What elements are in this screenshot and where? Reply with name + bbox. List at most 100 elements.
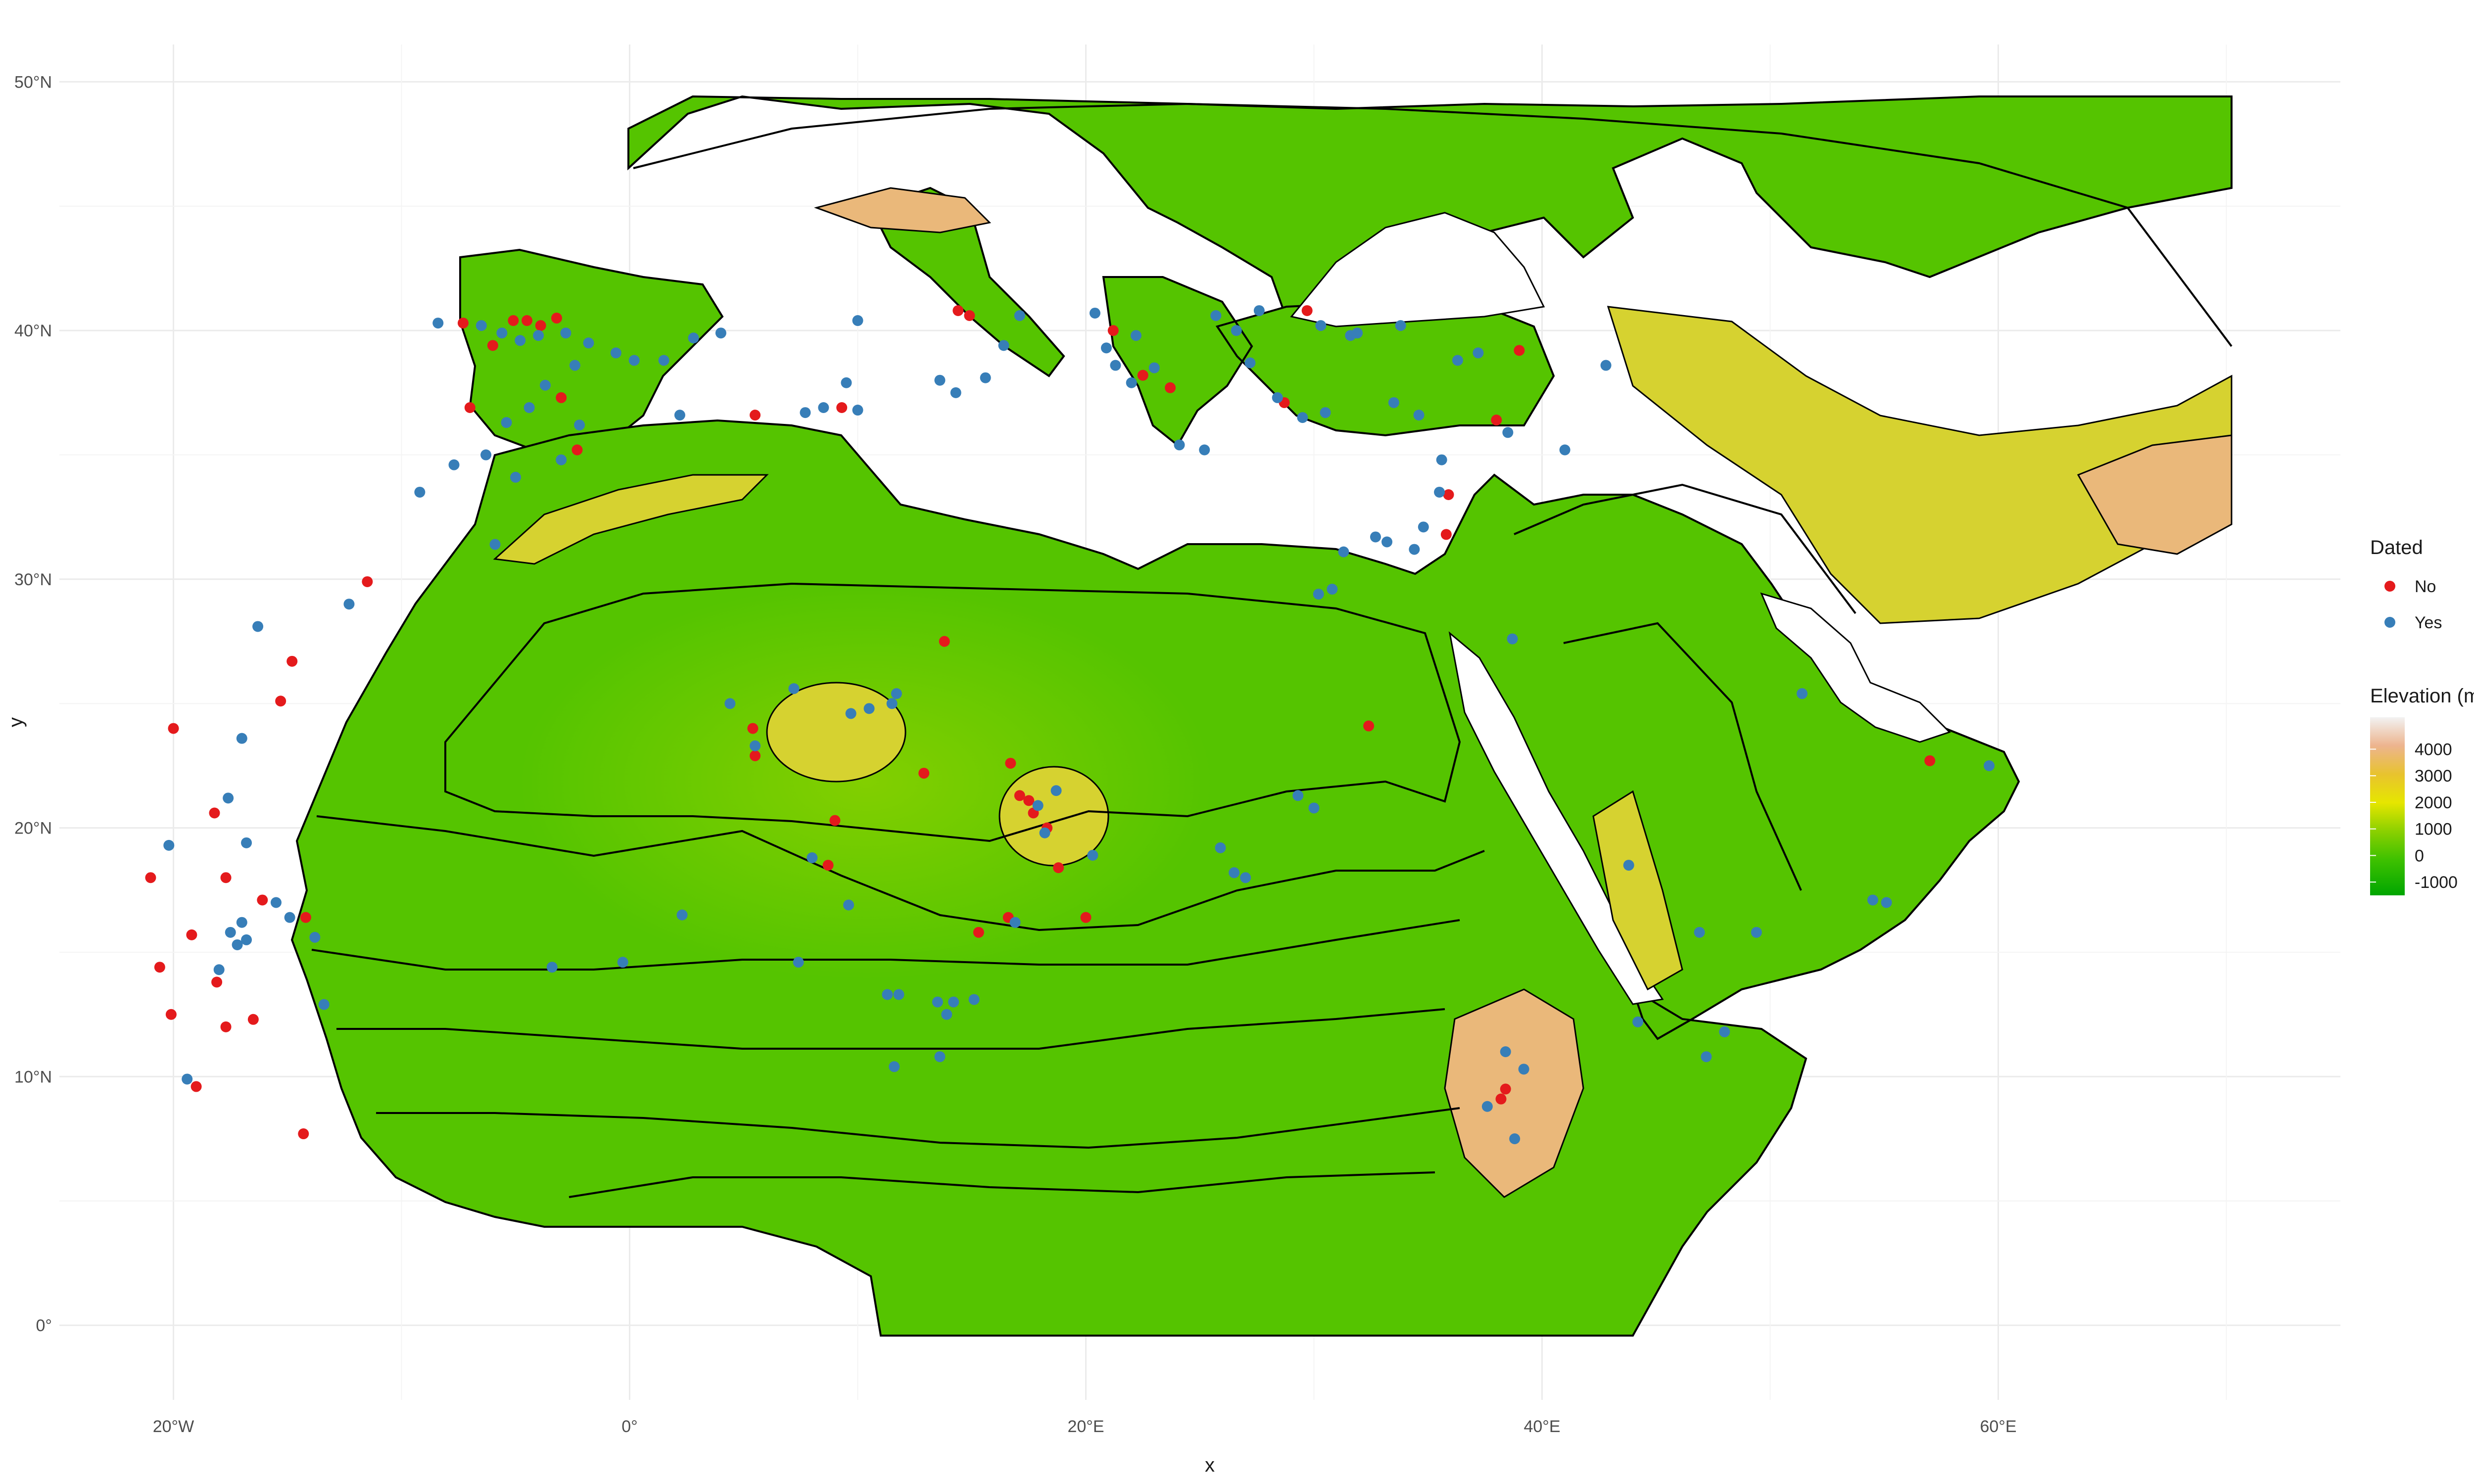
sea-red-sea: [1448, 631, 1664, 1005]
point-yes-27: [841, 377, 852, 388]
highland-atlas: [493, 474, 769, 565]
legend-dated-no-swatch: [2384, 581, 2395, 592]
point-yes-51: [1434, 486, 1445, 498]
point-yes-116: [845, 708, 856, 719]
point-yes-115: [843, 899, 855, 911]
point-yes-104: [163, 839, 175, 851]
point-yes-127: [1395, 320, 1406, 331]
point-yes-69: [1719, 1026, 1730, 1037]
point-no-27: [168, 723, 179, 734]
point-no-41: [939, 636, 950, 647]
point-yes-13: [539, 379, 551, 391]
point-yes-55: [1338, 546, 1349, 557]
point-yes-117: [886, 698, 898, 709]
point-yes-56: [1313, 589, 1324, 600]
point-no-38: [247, 1014, 259, 1025]
point-yes-118: [863, 703, 875, 714]
point-yes-67: [1694, 927, 1705, 938]
point-yes-34: [1089, 307, 1100, 319]
point-yes-71: [1701, 1051, 1712, 1063]
point-yes-122: [788, 683, 800, 695]
point-yes-10: [688, 332, 699, 344]
point-no-57: [1495, 1093, 1507, 1105]
point-yes-64: [1984, 760, 1995, 771]
point-yes-114: [807, 852, 818, 863]
point-no-56: [1500, 1083, 1511, 1095]
sea-persian-gulf: [1760, 592, 1951, 743]
point-yes-21: [556, 454, 567, 465]
point-yes-52: [1418, 521, 1429, 533]
point-no-51: [973, 927, 984, 938]
point-yes-100: [270, 897, 282, 908]
highland-alps: [814, 187, 992, 233]
point-yes-2: [496, 327, 508, 339]
y-tick-label-3: 30°N: [14, 570, 52, 589]
point-no-30: [145, 872, 156, 883]
point-no-5: [551, 313, 562, 324]
point-no-26: [275, 696, 286, 707]
point-yes-46: [1315, 320, 1327, 331]
point-no-21: [1440, 529, 1452, 540]
point-yes-38: [1130, 330, 1142, 341]
point-yes-48: [1388, 397, 1399, 408]
point-yes-5: [560, 327, 571, 339]
sea-black-sea: [1290, 212, 1545, 327]
point-yes-3: [515, 335, 526, 346]
point-yes-61: [1502, 427, 1514, 438]
point-no-54: [750, 750, 761, 761]
point-no-0: [457, 318, 469, 329]
point-yes-35: [1100, 342, 1112, 354]
point-yes-102: [309, 931, 321, 943]
x-tick-label-3: 40°E: [1523, 1417, 1560, 1436]
point-yes-63: [1797, 688, 1808, 699]
point-yes-99: [236, 917, 247, 928]
point-yes-81: [1050, 785, 1062, 796]
elevation-colorbar: [2370, 717, 2405, 895]
point-yes-105: [241, 837, 252, 848]
point-yes-14: [523, 402, 535, 414]
point-no-18: [1491, 415, 1502, 426]
point-yes-40: [1174, 439, 1185, 451]
point-yes-33: [1014, 310, 1025, 321]
elevation-tick-labels: 4000 3000 2000 1000 0 -1000: [2370, 740, 2458, 892]
point-no-49: [1080, 912, 1092, 923]
point-yes-95: [213, 964, 225, 975]
point-yes-90: [968, 994, 980, 1005]
point-yes-93: [934, 1051, 946, 1063]
legend-elevation-title: Elevation (m): [2370, 685, 2474, 707]
point-yes-88: [932, 996, 943, 1008]
y-axis-title: y: [5, 717, 27, 727]
point-yes-101: [284, 912, 295, 923]
point-yes-29: [934, 374, 946, 386]
axes: 20°W 0° 20°E 40°E 60°E 0° 10°N 20°N 30°N 40°N 50°N…: [5, 73, 2017, 1476]
point-yes-54: [1381, 536, 1393, 548]
point-yes-78: [1215, 842, 1226, 853]
point-yes-19: [414, 486, 426, 498]
point-yes-0: [432, 318, 444, 329]
point-no-31: [186, 929, 197, 940]
point-yes-15: [501, 417, 512, 428]
point-yes-103: [223, 792, 234, 804]
point-yes-83: [1039, 827, 1050, 838]
point-yes-49: [1413, 410, 1425, 421]
point-no-32: [154, 962, 165, 973]
point-no-29: [220, 872, 232, 883]
point-yes-9: [658, 355, 669, 366]
point-no-14: [1165, 382, 1176, 393]
point-no-33: [165, 1009, 177, 1020]
elev-label-2: 2000: [2415, 793, 2452, 812]
elev-label-0: 4000: [2415, 740, 2452, 759]
point-yes-4: [533, 330, 544, 341]
point-yes-25: [818, 402, 829, 414]
point-no-10: [836, 402, 848, 414]
point-yes-68: [1751, 927, 1762, 938]
point-no-15: [1107, 325, 1119, 336]
point-yes-58: [1507, 633, 1518, 645]
point-no-35: [220, 1021, 232, 1032]
point-yes-37: [1126, 377, 1137, 388]
legend-dated: Dated No Yes: [2370, 537, 2442, 632]
elev-label-3: 1000: [2415, 820, 2452, 839]
point-yes-24: [800, 407, 811, 418]
point-yes-113: [793, 957, 804, 968]
elev-label-4: 0: [2415, 846, 2424, 865]
